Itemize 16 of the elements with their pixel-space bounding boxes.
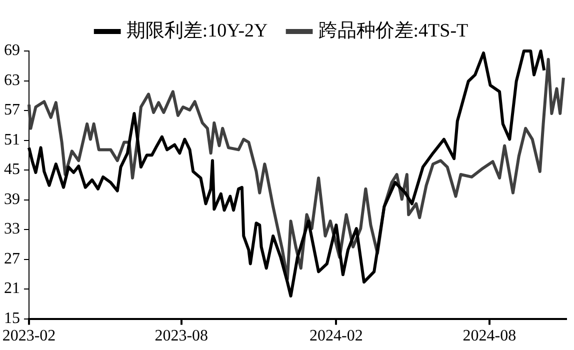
y-tick-label: 15	[4, 310, 20, 328]
x-tick-label: 2023-02	[2, 328, 56, 345]
x-tick-label: 2023-08	[154, 328, 208, 345]
x-tick-label: 2024-02	[310, 328, 363, 345]
y-tick-label: 57	[4, 102, 20, 119]
legend-label: 期限利差:10Y-2Y	[126, 20, 268, 42]
y-tick-label: 27	[4, 250, 20, 268]
y-tick-label: 63	[4, 72, 20, 89]
y-tick-label: 21	[4, 280, 20, 298]
x-tick-label: 2024-08	[462, 328, 516, 345]
legend-label: 跨品种价差:4TS-T	[318, 20, 469, 42]
y-tick-label: 33	[4, 220, 20, 238]
y-tick-label: 39	[4, 190, 20, 208]
y-tick-label: 51	[4, 131, 20, 148]
y-tick-label: 45	[4, 161, 20, 178]
y-tick-label: 69	[4, 42, 20, 60]
